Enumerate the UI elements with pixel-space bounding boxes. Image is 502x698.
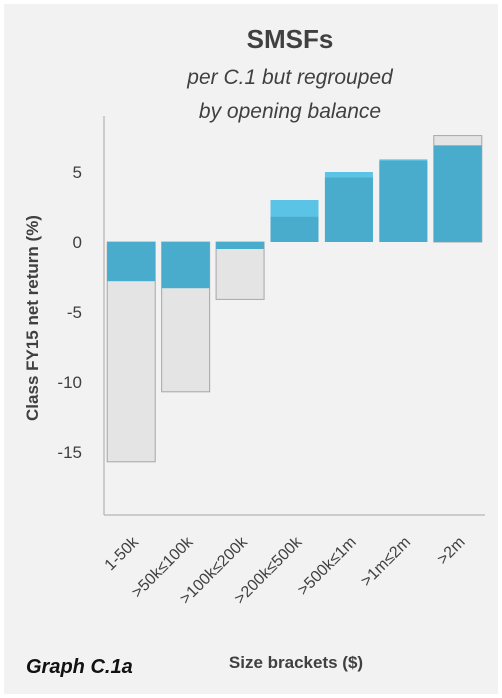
main-bar bbox=[379, 160, 428, 242]
main-bar bbox=[270, 216, 319, 242]
y-tick-label: -15 bbox=[57, 443, 82, 462]
plot-area: 50-5-10-151-50k>50k≤100k>100k≤200k>200k≤… bbox=[57, 116, 485, 608]
y-axis-label: Class FY15 net return (%) bbox=[23, 215, 42, 421]
chart-title: SMSFs bbox=[247, 24, 334, 54]
main-bar bbox=[216, 242, 265, 249]
chart-subtitle-line-1: per C.1 but regrouped bbox=[186, 66, 394, 89]
y-tick-label: -10 bbox=[57, 373, 82, 392]
main-bar bbox=[433, 145, 482, 242]
graph-caption: Graph C.1a bbox=[26, 656, 133, 678]
x-tick-label: 1-50k bbox=[102, 533, 143, 574]
range-bar bbox=[215, 241, 265, 300]
y-tick-label: 0 bbox=[73, 233, 82, 252]
y-tick-label: 5 bbox=[73, 163, 82, 182]
main-bar bbox=[324, 177, 373, 242]
chart-subtitle-line-2: by opening balance bbox=[199, 100, 381, 123]
y-tick-label: -5 bbox=[67, 303, 82, 322]
x-tick-label: >2m bbox=[434, 534, 468, 568]
chart-panel bbox=[4, 4, 498, 694]
x-tick-label: >1m≤2m bbox=[358, 534, 414, 590]
main-bar bbox=[161, 242, 210, 289]
x-axis-label: Size brackets ($) bbox=[229, 653, 363, 672]
main-bar bbox=[107, 242, 156, 282]
x-tick-label: >500k≤1m bbox=[295, 534, 360, 599]
